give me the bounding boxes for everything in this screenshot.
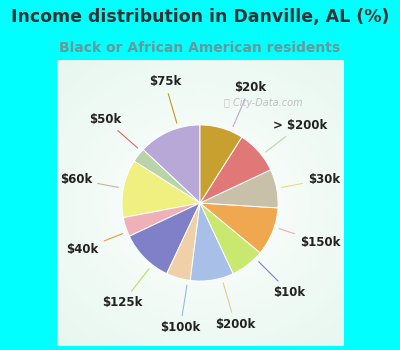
Wedge shape: [200, 203, 260, 274]
Text: $40k: $40k: [66, 233, 123, 256]
Text: > $200k: > $200k: [266, 119, 327, 152]
Text: Income distribution in Danville, AL (%): Income distribution in Danville, AL (%): [11, 8, 389, 26]
Text: $100k: $100k: [160, 285, 200, 334]
Text: $150k: $150k: [279, 229, 340, 248]
Text: $60k: $60k: [60, 173, 118, 187]
Text: $50k: $50k: [89, 113, 138, 148]
Text: $75k: $75k: [149, 75, 181, 123]
Text: $30k: $30k: [282, 173, 340, 187]
Text: $200k: $200k: [215, 283, 255, 331]
Text: $10k: $10k: [259, 262, 305, 299]
Wedge shape: [143, 125, 200, 203]
Text: $125k: $125k: [102, 269, 149, 309]
Wedge shape: [134, 149, 200, 203]
Wedge shape: [200, 125, 242, 203]
Wedge shape: [200, 203, 278, 253]
Wedge shape: [200, 137, 271, 203]
Wedge shape: [167, 203, 200, 280]
Wedge shape: [123, 203, 200, 236]
Wedge shape: [129, 203, 200, 274]
Wedge shape: [122, 161, 200, 218]
Text: Black or African American residents: Black or African American residents: [60, 41, 340, 55]
Wedge shape: [190, 203, 233, 281]
Text: $20k: $20k: [233, 80, 266, 127]
Wedge shape: [200, 170, 278, 208]
Text: Ⓜ City-Data.com: Ⓜ City-Data.com: [224, 98, 302, 107]
